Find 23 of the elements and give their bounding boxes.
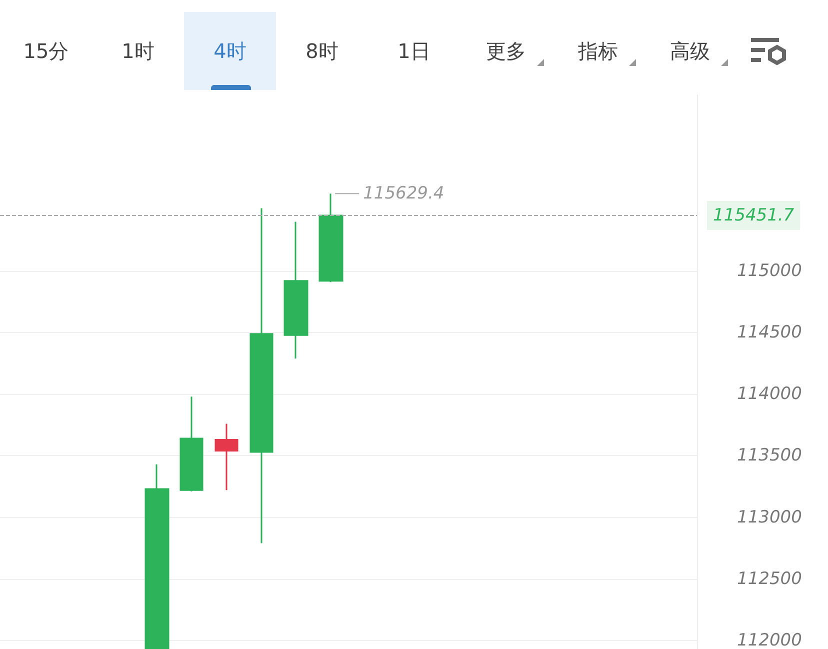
- y-tick-label: 114000: [737, 384, 802, 404]
- y-tick-label: 113500: [737, 446, 802, 466]
- y-tick-label: 112500: [737, 568, 802, 589]
- candlestick: [250, 208, 274, 544]
- annotation: 115629.4: [363, 184, 444, 204]
- text: 指标: [577, 38, 619, 64]
- text: 更多: [485, 38, 527, 64]
- candlestick: [284, 221, 308, 360]
- candlestick: [144, 464, 170, 649]
- text: 1日: [396, 38, 432, 64]
- y-tick-label: 114500: [737, 322, 802, 343]
- text: 8时: [304, 38, 340, 64]
- text: 4时: [184, 12, 276, 90]
- text: 1时: [120, 38, 156, 64]
- text: 15分: [22, 38, 70, 64]
- ref-line-label: 115451.7: [713, 205, 794, 226]
- y-tick-label: 113000: [737, 507, 802, 528]
- candlestick: [214, 422, 238, 491]
- text: 高级: [669, 38, 711, 64]
- candlestick: [318, 192, 344, 283]
- y-tick-label: 112000: [737, 630, 802, 649]
- y-tick-label: 115000: [737, 261, 802, 282]
- candlestick: [180, 396, 204, 492]
